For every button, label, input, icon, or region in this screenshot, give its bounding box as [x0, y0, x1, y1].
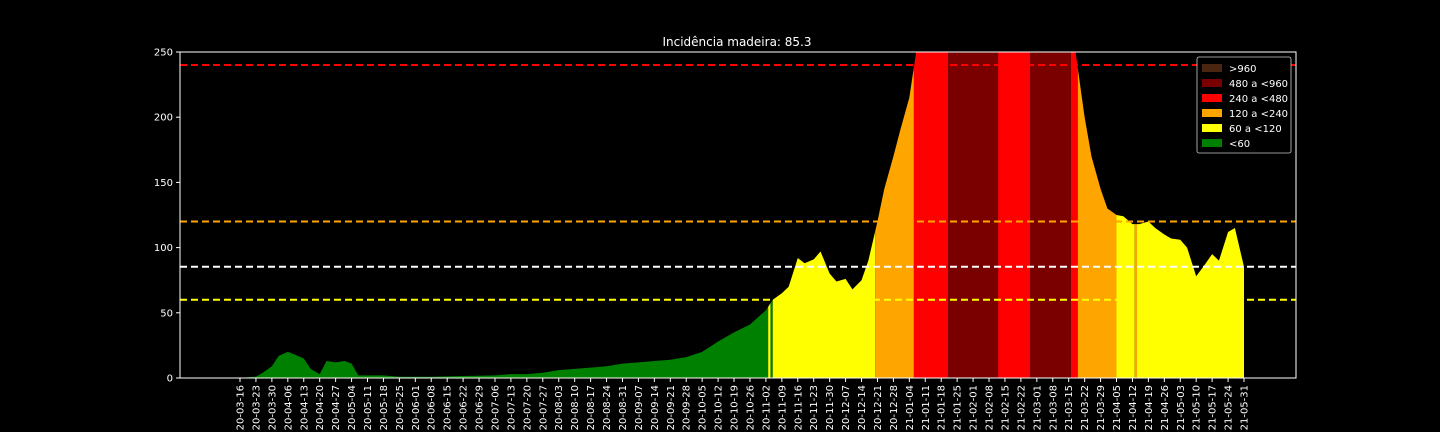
- legend-swatch-3: [1202, 109, 1222, 117]
- y-tick-label-3: 150: [154, 178, 173, 189]
- x-tick-label-58: 21-04-26: [1160, 385, 1171, 430]
- x-tick-label-54: 21-03-29: [1096, 385, 1107, 430]
- x-tick-label-41: 20-12-28: [889, 385, 900, 430]
- x-tick-label-11: 20-06-01: [411, 385, 422, 430]
- x-tick-label-10: 20-05-25: [395, 385, 406, 430]
- incidence-band-6: [948, 52, 999, 378]
- x-tick-label-22: 20-08-17: [586, 385, 597, 430]
- x-tick-label-21: 20-08-10: [570, 385, 581, 430]
- x-tick-label-39: 20-12-14: [857, 385, 868, 430]
- x-tick-label-5: 20-04-20: [315, 385, 326, 430]
- x-tick-label-45: 21-01-25: [953, 385, 964, 430]
- legend-label-1: 480 a <960: [1229, 79, 1288, 90]
- y-tick-label-4: 200: [154, 113, 173, 124]
- x-tick-label-35: 20-11-16: [793, 385, 804, 430]
- x-tick-label-48: 21-02-15: [1000, 385, 1011, 430]
- legend: >960 480 a <960 240 a <480 120 a <240 60 a <…: [1196, 56, 1292, 154]
- x-tick-label-26: 20-09-14: [650, 385, 661, 430]
- x-tick-label-59: 21-05-03: [1176, 385, 1187, 430]
- incidence-band-7: [998, 52, 1030, 378]
- x-tick-label-1: 20-03-23: [251, 385, 262, 430]
- x-tick-label-17: 20-07-13: [506, 385, 517, 430]
- plot-frame: [179, 51, 1297, 379]
- x-tick-label-43: 21-01-11: [921, 385, 932, 430]
- x-tick-label-57: 21-04-19: [1144, 385, 1155, 430]
- x-tick-label-8: 20-05-11: [363, 385, 374, 430]
- legend-swatch-4: [1202, 124, 1222, 132]
- x-tick-label-29: 20-10-05: [698, 385, 709, 430]
- x-tick-label-33: 20-11-02: [761, 385, 772, 430]
- x-tick-label-23: 20-08-24: [602, 385, 613, 430]
- incidence-band-8: [1030, 52, 1071, 378]
- x-tick-label-40: 20-12-21: [873, 385, 884, 430]
- x-tick-label-47: 21-02-08: [985, 385, 996, 430]
- legend-label-5: <60: [1229, 139, 1250, 150]
- x-tick-label-52: 21-03-15: [1064, 385, 1075, 430]
- x-tick-label-51: 21-03-08: [1048, 385, 1059, 430]
- x-tick-label-56: 21-04-12: [1128, 385, 1139, 430]
- x-tick-label-3: 20-04-06: [283, 385, 294, 430]
- x-tick-label-27: 20-09-21: [666, 385, 677, 430]
- legend-swatch-1: [1202, 79, 1222, 87]
- x-tick-label-42: 21-01-04: [905, 385, 916, 430]
- x-tick-label-38: 20-12-07: [841, 385, 852, 430]
- x-tick-label-34: 20-11-09: [777, 385, 788, 430]
- legend-label-0: >960: [1229, 64, 1256, 75]
- incidence-band-9: [1070, 52, 1078, 378]
- x-tick-label-46: 21-02-01: [969, 385, 980, 430]
- x-tick-label-14: 20-06-22: [459, 385, 470, 430]
- y-tick-label-5: 250: [154, 48, 173, 59]
- x-tick-label-44: 21-01-18: [937, 385, 948, 430]
- x-tick-label-15: 20-06-29: [475, 385, 486, 430]
- legend-swatch-5: [1202, 139, 1222, 147]
- y-axis: 0 50 100 150 200 250: [154, 48, 180, 385]
- legend-label-2: 240 a <480: [1229, 94, 1288, 105]
- x-tick-label-7: 20-05-04: [347, 385, 358, 430]
- legend-swatch-2: [1202, 94, 1222, 102]
- y-tick-label-2: 100: [154, 243, 173, 254]
- x-tick-label-61: 21-05-17: [1208, 385, 1219, 430]
- x-tick-label-0: 20-03-16: [236, 385, 247, 430]
- legend-swatch-0: [1202, 64, 1222, 72]
- x-tick-label-2: 20-03-30: [267, 385, 278, 430]
- y-tick-label-1: 50: [160, 308, 173, 319]
- reference-lines: [180, 64, 1296, 301]
- legend-label-3: 120 a <240: [1229, 109, 1288, 120]
- x-tick-label-16: 20-07-06: [490, 385, 501, 430]
- incidence-band-5: [913, 52, 949, 378]
- x-tick-label-30: 20-10-12: [714, 385, 725, 430]
- x-tick-label-55: 21-04-05: [1112, 385, 1123, 430]
- x-tick-label-13: 20-06-15: [443, 385, 454, 430]
- x-tick-label-4: 20-04-13: [299, 385, 310, 430]
- x-tick-label-19: 20-07-27: [538, 385, 549, 430]
- x-tick-label-36: 20-11-23: [809, 385, 820, 430]
- x-tick-label-62: 21-05-24: [1224, 385, 1235, 430]
- x-tick-label-37: 20-11-30: [825, 385, 836, 430]
- y-tick-label-0: 0: [167, 374, 173, 385]
- x-tick-label-18: 20-07-20: [522, 385, 533, 430]
- x-tick-label-9: 20-05-18: [379, 385, 390, 430]
- legend-label-4: 60 a <120: [1229, 124, 1282, 135]
- x-tick-label-6: 20-04-27: [331, 385, 342, 430]
- x-tick-label-60: 21-05-10: [1192, 385, 1203, 430]
- x-tick-label-49: 21-02-22: [1016, 385, 1027, 430]
- chart-title: Incidência madeira: 85.3: [662, 35, 811, 49]
- x-tick-label-63: 21-05-31: [1240, 385, 1251, 430]
- x-tick-label-12: 20-06-08: [427, 385, 438, 430]
- x-tick-label-50: 21-03-01: [1032, 385, 1043, 430]
- x-tick-label-31: 20-10-19: [730, 385, 741, 430]
- x-tick-label-20: 20-08-03: [554, 385, 565, 430]
- x-tick-label-28: 20-09-28: [682, 385, 693, 430]
- x-tick-label-53: 21-03-22: [1080, 385, 1091, 430]
- x-tick-label-24: 20-08-31: [618, 385, 629, 430]
- x-tick-label-32: 20-10-26: [745, 385, 756, 430]
- x-axis: 20-03-16 20-03-23 20-03-30 20-04-06 20-04-13…: [236, 378, 1251, 430]
- x-tick-label-25: 20-09-07: [634, 385, 645, 430]
